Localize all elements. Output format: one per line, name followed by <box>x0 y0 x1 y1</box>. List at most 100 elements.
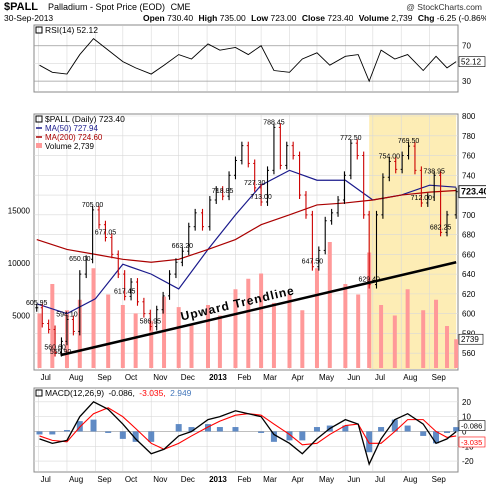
macd-histogram-bar <box>49 431 56 435</box>
volume-bar <box>246 278 251 368</box>
price-y-tick-label: 740 <box>462 171 476 180</box>
price-x-tick-label: Feb <box>237 373 251 382</box>
macd-histogram-bar <box>63 430 70 432</box>
macd-histogram-bar <box>299 431 306 441</box>
price-annotation: 555.90 <box>50 349 72 356</box>
volume-bar <box>379 305 384 368</box>
macd-x-tick-label: Jul <box>41 475 51 484</box>
ma50-legend-text: MA(50) 727.94 <box>45 124 98 133</box>
macd-last-value-label: -0.086 <box>461 422 482 431</box>
price-annotation: 738.95 <box>423 168 445 175</box>
volume-y-tick-label: 10000 <box>8 259 31 268</box>
symbol-title: $PALL <box>4 1 38 13</box>
macd-y-tick-label: -20 <box>462 457 474 466</box>
price-annotation: 754.00 <box>379 153 401 160</box>
macd-histogram-bar <box>175 424 182 432</box>
macd-histogram-bar <box>313 427 320 432</box>
macd-histogram-bar <box>378 427 385 432</box>
ma200-legend-text: MA(200) 724.60 <box>45 133 103 142</box>
rsi-layer <box>39 38 457 83</box>
rsi-line <box>39 38 457 83</box>
price-annotation: 712.00 <box>411 195 433 202</box>
price-y-tick-label: 760 <box>462 152 476 161</box>
macd-histogram-bar <box>119 431 126 439</box>
price-y-tick-label: 680 <box>462 231 476 240</box>
volume-bar <box>133 313 138 368</box>
macd-legend-prefix: MACD(12,26,9) <box>45 388 104 398</box>
high-label: High <box>198 13 217 23</box>
volume-bar <box>421 310 426 368</box>
volume-bar <box>233 289 238 368</box>
volume-bar <box>434 299 439 368</box>
rsi-legend-swatch <box>35 26 43 34</box>
volume-y-tick-label: 15000 <box>8 207 31 216</box>
volume-bar <box>205 305 210 368</box>
chg-value: -6.25 (-0.86%) <box>437 13 486 23</box>
macd-histogram-bar <box>433 431 440 444</box>
macd-histogram-bar <box>404 425 411 432</box>
macd-y-tick-label: 0 <box>462 427 467 436</box>
price-annotation: 788.45 <box>263 119 285 126</box>
macd-x-tick-label: Sep <box>97 475 112 484</box>
volume-value: 2,739 <box>391 13 413 23</box>
volume-bar <box>91 268 96 368</box>
volume-bar <box>149 320 154 368</box>
macd-histogram-bar <box>453 427 460 432</box>
macd-x-tick-label: Aug <box>403 475 417 484</box>
quote-date: 30-Sep-2013 <box>4 13 53 23</box>
rsi-last-value-box <box>458 56 486 67</box>
volume-bar <box>454 339 459 368</box>
macd-signal-line <box>39 407 457 450</box>
macd-x-tick-label: Apr <box>291 475 304 484</box>
price-annotation: 677.05 <box>95 230 117 237</box>
quote-values: Open 730.40 High 735.00 Low 723.00 Close… <box>143 13 486 23</box>
rsi-y-tick-label: 70 <box>462 42 471 51</box>
volume-bar <box>405 289 410 368</box>
volume-bar <box>162 296 167 368</box>
price-annotation: 605.95 <box>26 300 48 307</box>
signal-last-value-label: -3.035 <box>461 438 482 447</box>
macd-legend-text: MACD(12,26,9) -0.086, -3.035, 2.949 <box>45 388 192 398</box>
price-annotation: 594.10 <box>56 311 78 318</box>
price-y-tick-label: 620 <box>462 290 476 299</box>
price-last-value-box <box>458 185 486 199</box>
price-annotation: 663.20 <box>172 243 194 250</box>
price-y-tick-label: 800 <box>462 112 476 121</box>
volume-bar <box>217 315 222 368</box>
price-annotation: 647.50 <box>302 259 324 266</box>
symbol-exchange: CME <box>171 2 191 12</box>
volume-bar <box>50 284 55 368</box>
price-x-tick-label: 2013 <box>209 373 227 382</box>
macd-histogram-bar <box>90 419 97 432</box>
macd-histogram-bar <box>258 431 265 433</box>
price-y-tick-label: 700 <box>462 211 476 220</box>
macd-legend-swatch <box>35 389 43 397</box>
volume-bar <box>314 268 319 368</box>
price-annotation: 713.00 <box>250 194 272 201</box>
price-annotation: 560.60 <box>44 345 66 352</box>
price-x-tick-label: Jul <box>375 373 385 382</box>
rsi-last-value-label: 52.12 <box>461 58 482 67</box>
macd-x-tick-label: Jun <box>347 475 360 484</box>
macd-histogram-bar <box>444 431 451 433</box>
macd-x-tick-label: Dec <box>181 475 195 484</box>
price-last-value-label: 723.40 <box>461 187 486 197</box>
macd-last-value-box <box>458 420 486 431</box>
macd-legend-hist: 2.949 <box>170 388 192 398</box>
close-label: Close <box>302 13 325 23</box>
macd-histogram-bar <box>216 427 223 432</box>
symbol-name: Palladium - Spot Price (EOD) <box>48 2 165 12</box>
volume-bar <box>445 326 450 368</box>
macd-layer <box>36 401 460 466</box>
volume-bar <box>37 313 42 368</box>
macd-histogram-bar <box>366 431 373 453</box>
macd-histogram-bar <box>204 424 211 432</box>
volume-bar <box>120 305 125 368</box>
rsi-y-tick-label: 30 <box>462 77 471 86</box>
price-annotation: 769.50 <box>398 138 420 145</box>
highlight-region <box>369 115 457 369</box>
price-x-tick-label: Aug <box>403 373 417 382</box>
volume-bar <box>300 310 305 368</box>
price-legend: $PALL (Daily) 723.40 MA(50) 727.94 MA(20… <box>35 114 125 151</box>
